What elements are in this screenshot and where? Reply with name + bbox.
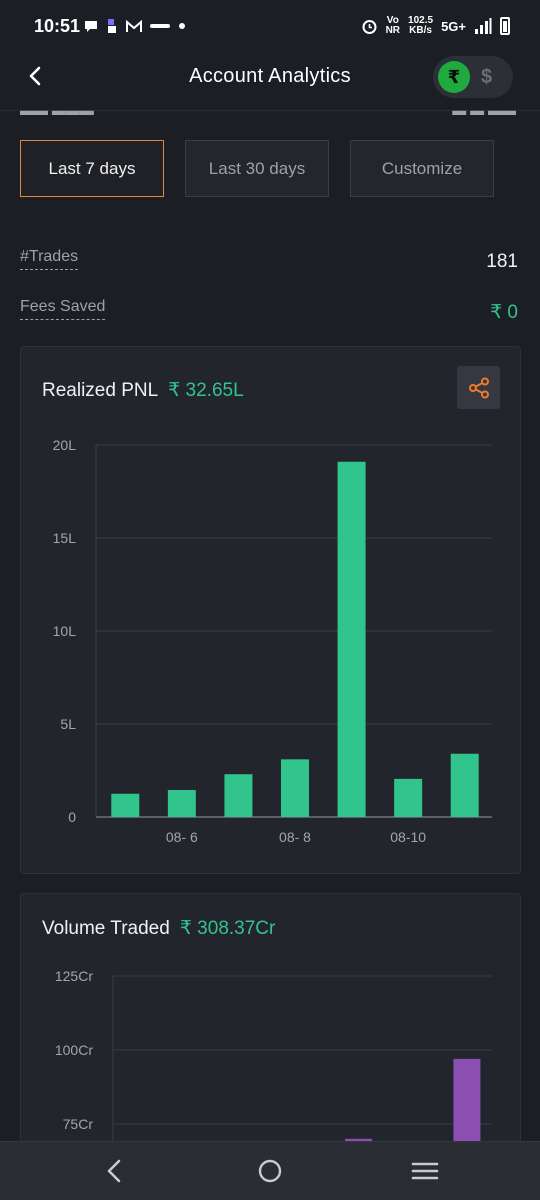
realized-pnl-card: Realized PNL ₹ 32.65L 0 5L 10L 15L 20L 08- 6 08…	[20, 346, 521, 874]
dollar-option[interactable]: $	[481, 66, 493, 88]
page-title: Account Analytics	[189, 65, 351, 87]
pnl-y-tick-label: 0	[68, 809, 76, 825]
pnl-y-tick-label: 15L	[53, 530, 77, 546]
pnl-bar	[281, 759, 309, 817]
pnl-bar-chart: 0 5L 10L 15L 20L 08- 6 08- 8 08-10	[53, 437, 492, 845]
zomato-icon	[150, 24, 170, 28]
trades-label[interactable]: #Trades	[20, 248, 79, 270]
volume-traded-card: Volume Traded ₹ 308.37Cr 125Cr 100Cr 75Cr	[20, 893, 521, 1154]
nr-label: NR	[385, 25, 401, 36]
notification-icons	[84, 18, 186, 34]
fees-saved-value: ₹ 0	[490, 302, 518, 323]
tab-customize[interactable]: Customize	[350, 140, 494, 197]
pnl-y-tick-label: 5L	[60, 716, 76, 732]
tab-last-7-days[interactable]: Last 7 days	[20, 140, 164, 197]
scrolled-off-value: ▬ ▬ ▬▬	[452, 110, 516, 118]
signal-icon	[475, 18, 492, 34]
chat-bubble-icon	[85, 21, 97, 32]
app-logo-icon	[108, 19, 116, 33]
network-speed: 102.5 KB/s	[408, 16, 433, 36]
pnl-bar	[450, 753, 479, 817]
status-time: 10:51	[34, 16, 81, 36]
pnl-bar	[394, 778, 423, 817]
dot-icon	[179, 23, 185, 29]
share-icon	[468, 377, 489, 398]
pnl-x-tick-label: 08- 6	[166, 829, 198, 845]
fees-saved-label[interactable]: Fees Saved	[20, 298, 106, 320]
scrolled-off-text: ▬▬ ▬▬▬	[20, 110, 94, 118]
speed-value: 102.5	[408, 15, 434, 26]
scrolled-off-row: ▬▬ ▬▬▬ ▬ ▬ ▬▬	[20, 110, 520, 120]
currency-toggle[interactable]: ₹ $	[433, 56, 513, 98]
system-navigation-bar	[0, 1141, 540, 1200]
alarm-icon	[362, 19, 377, 34]
pnl-bar	[167, 790, 196, 817]
volume-total-value: ₹ 308.37Cr	[179, 918, 276, 939]
tab-last-30-days[interactable]: Last 30 days	[185, 140, 329, 197]
volume-y-tick-label: 100Cr	[55, 1042, 93, 1058]
rupee-option[interactable]: ₹	[438, 61, 470, 93]
nav-back-icon[interactable]	[100, 1156, 130, 1186]
pnl-x-tick-label: 08- 8	[279, 829, 311, 845]
app-header: Account Analytics ₹ $	[0, 56, 540, 111]
vo-label: Vo	[386, 15, 399, 26]
network-type: 5G+	[441, 18, 466, 34]
status-bar: 10:51 Vo NR 102.5 KB/s 5G+	[0, 0, 540, 56]
volume-title-text: Volume Traded	[42, 918, 170, 939]
system-status: Vo NR 102.5 KB/s 5G+	[361, 16, 510, 36]
pnl-card-title: Realized PNL ₹ 32.65L	[42, 379, 244, 402]
nav-home-icon[interactable]	[255, 1156, 285, 1186]
pnl-total-value: ₹ 32.65L	[168, 380, 244, 401]
pnl-bar	[224, 774, 253, 817]
nav-recents-icon[interactable]	[410, 1156, 440, 1186]
volume-y-tick-label: 125Cr	[55, 968, 93, 984]
pnl-y-tick-label: 10L	[53, 623, 77, 639]
trades-value: 181	[486, 251, 518, 272]
volume-bar-chart: 125Cr 100Cr 75Cr	[55, 968, 492, 1154]
back-arrow-icon[interactable]	[22, 62, 50, 90]
volume-card-title: Volume Traded ₹ 308.37Cr	[42, 917, 275, 940]
pnl-bar	[337, 461, 366, 817]
pnl-title-text: Realized PNL	[42, 380, 159, 401]
share-button[interactable]	[457, 366, 500, 409]
speed-unit: KB/s	[409, 25, 432, 36]
gmail-icon	[126, 19, 142, 32]
pnl-y-tick-label: 20L	[53, 437, 77, 453]
pnl-bar	[111, 793, 140, 817]
battery-icon	[500, 17, 510, 35]
pnl-x-tick-label: 08-10	[390, 829, 426, 845]
volume-bar	[453, 1058, 481, 1154]
volte-indicator: Vo NR	[386, 16, 400, 36]
volume-y-tick-label: 75Cr	[63, 1116, 94, 1132]
